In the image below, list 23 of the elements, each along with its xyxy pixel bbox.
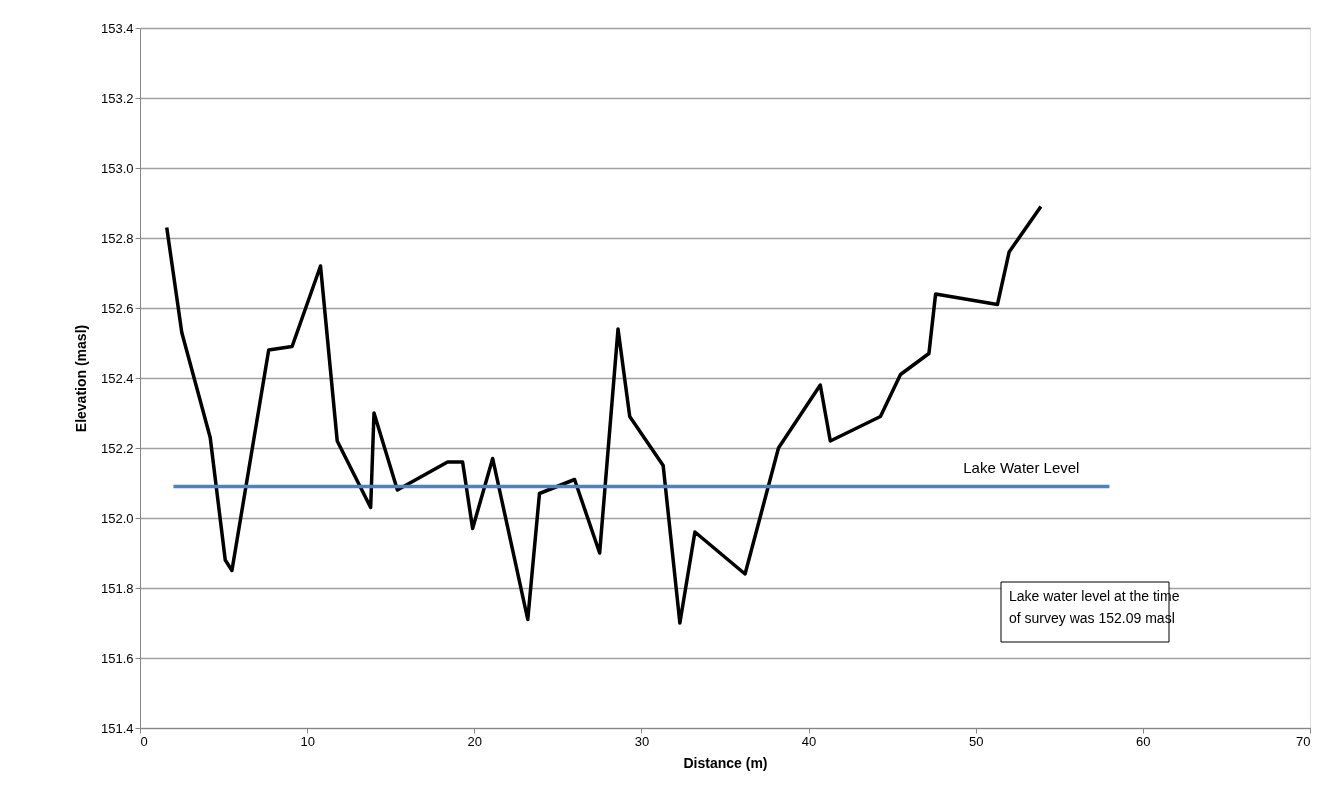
y-tick-label: 152.2 (100, 440, 134, 456)
x-tick-label: 50 (968, 733, 984, 749)
x-tick-label: 20 (467, 733, 483, 749)
y-tick-label: 152.0 (100, 510, 134, 526)
y-tick-label: 153.4 (100, 20, 134, 36)
y-tick-label: 153.2 (100, 90, 134, 106)
x-tick-label: 0 (140, 733, 148, 749)
y-tick-label: 151.6 (100, 650, 134, 666)
x-tick-label: 70 (1296, 733, 1311, 749)
x-tick-label: 60 (1136, 733, 1151, 749)
y-tick-label: 152.8 (100, 230, 134, 246)
y-axis-title: Elevation (masl) (72, 324, 89, 433)
x-axis-title: Distance (m) (683, 754, 768, 771)
annotation: Lake water level at the time of survey was 152.09 masl (1009, 588, 1180, 626)
x-tick-label: 40 (801, 733, 817, 749)
y-tick-label: 151.8 (100, 580, 134, 596)
x-tick-label: 30 (634, 733, 650, 749)
y-tick-label: 151.4 (100, 720, 134, 736)
series-label: Lake Water Level (963, 458, 1080, 476)
x-tick-label: 10 (300, 733, 315, 749)
y-tick-label: 152.6 (100, 300, 134, 316)
y-tick-label: 152.4 (100, 370, 134, 386)
y-tick-label: 153.0 (100, 160, 134, 176)
